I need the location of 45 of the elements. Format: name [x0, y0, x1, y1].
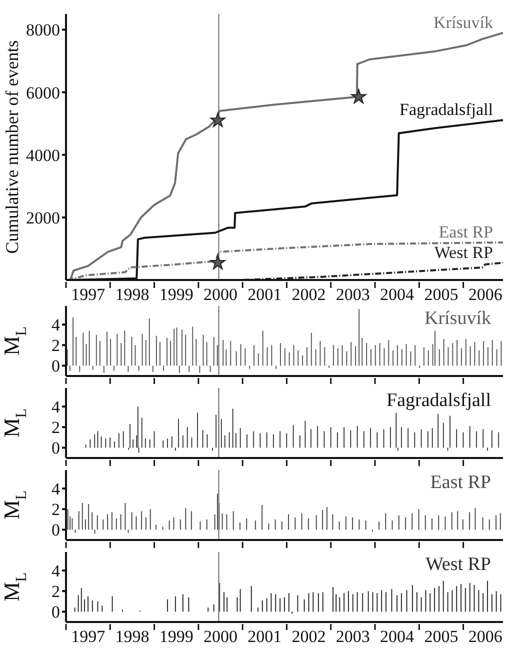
- chart-title: West RP: [425, 554, 491, 576]
- y-tick-label: 0: [52, 438, 60, 458]
- y-tick-label: 4: [52, 316, 60, 335]
- x-tick-label: 2003: [336, 285, 370, 304]
- x-tick-label: 1997: [71, 627, 106, 646]
- y-tick-label: 2: [52, 500, 60, 520]
- x-tick-label: 2003: [336, 627, 370, 646]
- x-tick-label: 2000: [203, 627, 238, 646]
- y-tick-label: 2: [52, 418, 60, 438]
- x-tick-label: 1999: [159, 627, 194, 646]
- series-label: East RP: [438, 222, 493, 242]
- chart-title: East RP: [430, 472, 491, 494]
- series-label: West RP: [434, 242, 493, 262]
- x-tick-label: 2001: [248, 285, 282, 304]
- x-tick-label: 2001: [248, 627, 282, 646]
- y-tick-label: 0: [52, 356, 60, 376]
- x-tick-label: 2002: [292, 627, 326, 646]
- y-tick-label: 4: [52, 562, 60, 581]
- x-tick-label: 1997: [71, 285, 106, 304]
- x-tick-label: 1998: [115, 285, 150, 304]
- y-tick-label: 0: [52, 602, 60, 622]
- x-tick-label: 2004: [380, 285, 415, 304]
- series-label: Fagradalsfjall: [400, 100, 494, 120]
- chart-title: Krísuvík: [424, 308, 491, 330]
- y-tick-label: 4: [52, 398, 60, 417]
- y-tick-label: 2: [52, 582, 60, 602]
- y-tick-label: 4000: [26, 146, 60, 165]
- y-tick-label: 2000: [26, 208, 60, 228]
- y-axis-title: Cumulative number of events: [2, 40, 22, 254]
- chart-title: Fagradalsfjall: [386, 390, 491, 412]
- series-label: Krísuvík: [434, 12, 494, 32]
- x-tick-label: 1998: [115, 627, 150, 646]
- y-tick-label: 4: [52, 480, 60, 499]
- y-tick-label: 2: [52, 336, 60, 356]
- x-tick-label: 2004: [380, 627, 415, 646]
- x-tick-label: 2005: [424, 285, 458, 304]
- y-tick-label: 8000: [26, 20, 60, 40]
- x-tick-label: 2006: [468, 285, 502, 304]
- y-tick-label: 6000: [26, 83, 60, 102]
- x-tick-label: 2002: [292, 285, 326, 304]
- y-tick-label: 0: [52, 520, 60, 540]
- x-tick-label: 2005: [424, 627, 458, 646]
- x-tick-label: 1999: [159, 285, 194, 304]
- x-tick-label: 2000: [203, 285, 238, 304]
- x-tick-label: 2006: [468, 627, 502, 646]
